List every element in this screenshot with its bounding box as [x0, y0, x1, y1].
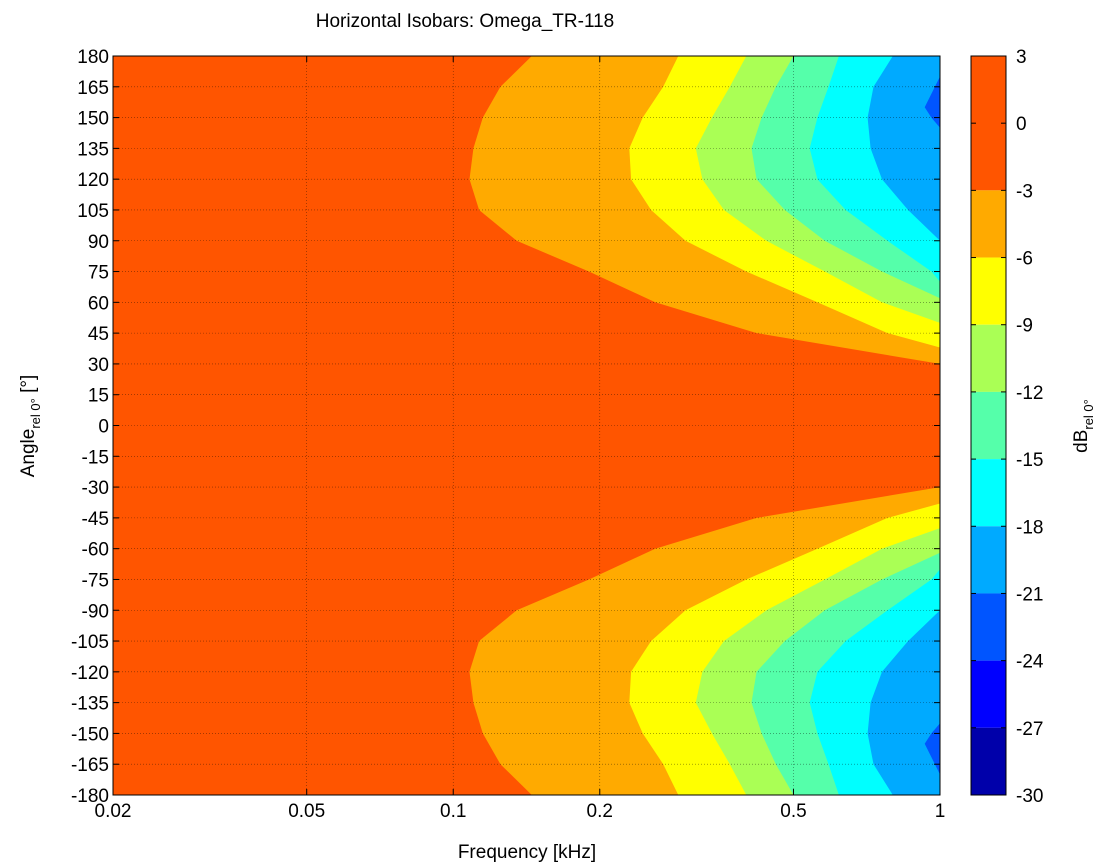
colorbar-segment: [971, 526, 1006, 594]
colorbar-tick-label: -9: [1016, 316, 1033, 337]
tick-marks: [112, 55, 941, 796]
y-axis-label: Anglerel 0° [°]: [18, 375, 43, 478]
x-tick-label: 0.1: [440, 801, 466, 822]
chart-title: Horizontal Isobars: Omega_TR-118: [316, 11, 615, 32]
colorbar-tick-label: -30: [1016, 786, 1043, 807]
colorbar-tick-label: -18: [1016, 517, 1043, 538]
colorbar-tick-labels: 3 0 -3 -6 -9 -12 -15 -18 -21 -24 -27 -30: [1016, 47, 1044, 807]
colorbar-tick-label: 0: [1016, 114, 1027, 135]
y-tick-label: 150: [77, 109, 109, 130]
y-tick-label: 75: [88, 263, 109, 284]
contour-band--18: [867, 56, 940, 795]
y-axis-label-unit: [°]: [18, 375, 39, 398]
x-tick-label: 1: [935, 801, 946, 822]
colorbar-label: dBrel 0°: [1071, 399, 1096, 453]
y-tick-label: -105: [71, 632, 109, 653]
colorbar-tick-label: -24: [1016, 652, 1044, 673]
y-tick-label: 60: [88, 293, 109, 314]
colorbar-segment: [971, 391, 1006, 460]
x-tick-labels: 0.02 0.05 0.1 0.2 0.5 1: [95, 801, 946, 822]
y-tick-label: 120: [77, 170, 109, 191]
grid-lines: [113, 56, 940, 795]
colorbar-segment: [971, 459, 1006, 527]
y-tick-label: 45: [88, 324, 109, 345]
x-tick-label: 0.5: [780, 801, 806, 822]
y-tick-label: -150: [71, 724, 109, 745]
colorbar-tick-label: 3: [1016, 47, 1027, 68]
colorbar: [970, 55, 1007, 796]
y-tick-label: -30: [82, 478, 109, 499]
y-axis-label-sub: rel 0°: [28, 398, 43, 429]
y-axis-label-main: Angle: [18, 429, 39, 478]
y-tick-label: -60: [82, 540, 109, 561]
y-tick-label: -120: [71, 663, 109, 684]
x-tick-label: 0.02: [95, 801, 132, 822]
y-tick-label: 90: [88, 232, 109, 253]
colorbar-segment: [971, 324, 1006, 392]
y-tick-label: 15: [88, 386, 109, 407]
colorbar-segment: [971, 56, 1006, 191]
colorbar-segment: [971, 727, 1006, 795]
x-tick-label: 0.2: [587, 801, 613, 822]
colorbar-tick-label: -12: [1016, 383, 1043, 404]
y-tick-label: 30: [88, 355, 109, 376]
y-tick-label: 180: [77, 47, 109, 68]
colorbar-frame: [970, 55, 1007, 796]
contour-band--15: [809, 56, 940, 795]
colorbar-tick-label: -15: [1016, 450, 1043, 471]
colorbar-segment: [971, 257, 1006, 325]
colorbar-tick-label: -27: [1016, 719, 1043, 740]
colorbar-tick-label: -21: [1016, 584, 1043, 605]
y-tick-label: -135: [71, 694, 109, 715]
colorbar-tick-label: -6: [1016, 249, 1033, 270]
y-tick-label: -90: [82, 601, 109, 622]
y-tick-label: 165: [77, 78, 109, 99]
colorbar-segment: [971, 660, 1006, 728]
colorbar-tick-label: -3: [1016, 181, 1033, 202]
y-tick-label: 0: [98, 417, 109, 438]
colorbar-label-sub: rel 0°: [1081, 399, 1096, 430]
colorbar-label-main: dB: [1071, 430, 1092, 453]
y-tick-label: -165: [71, 755, 109, 776]
y-tick-label: -15: [82, 447, 109, 468]
y-tick-label: -75: [82, 570, 109, 591]
x-axis-label: Frequency [kHz]: [458, 842, 596, 863]
y-tick-label: -180: [71, 786, 109, 807]
plot-area: [112, 55, 941, 796]
colorbar-segment: [971, 190, 1006, 258]
colorbar-segment: [971, 593, 1006, 661]
y-tick-label: 135: [77, 139, 109, 160]
y-tick-label: -45: [82, 509, 109, 530]
x-tick-label: 0.05: [288, 801, 325, 822]
y-tick-label: 105: [77, 201, 109, 222]
y-tick-labels: 1801651501351201059075604530150-15-30-45…: [71, 47, 109, 807]
